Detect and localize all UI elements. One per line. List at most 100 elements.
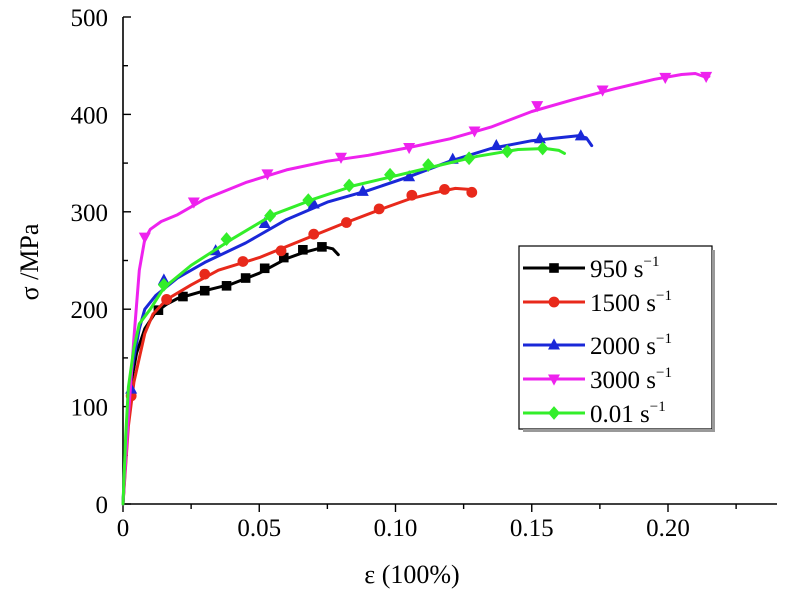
legend-entry-1: 950 s−1 bbox=[523, 254, 659, 283]
data-point bbox=[264, 208, 277, 223]
data-point bbox=[373, 203, 385, 215]
data-point bbox=[237, 256, 249, 267]
legend-label-exponent: −1 bbox=[656, 365, 672, 381]
x-tick-label: 0.05 bbox=[237, 515, 281, 542]
data-point bbox=[157, 277, 170, 292]
series-line bbox=[121, 134, 594, 506]
data-point bbox=[403, 170, 416, 182]
axis-ticks bbox=[122, 16, 737, 512]
legend-label-exponent: −1 bbox=[656, 331, 672, 347]
data-point bbox=[161, 294, 173, 305]
x-tick-label: 0.15 bbox=[510, 515, 554, 542]
x-tick-label: 0.10 bbox=[374, 515, 418, 542]
legend-box bbox=[518, 245, 713, 430]
legend-shadow-bottom bbox=[523, 429, 715, 432]
data-point bbox=[574, 129, 587, 141]
series-5 bbox=[121, 141, 566, 506]
legend-shadow-right bbox=[712, 250, 715, 431]
data-point bbox=[240, 273, 251, 283]
data-point bbox=[343, 178, 356, 193]
series-4 bbox=[121, 71, 713, 506]
data-point bbox=[468, 126, 481, 138]
legend-label-main: 950 s bbox=[590, 256, 643, 283]
data-point bbox=[221, 281, 232, 291]
data-point bbox=[302, 193, 315, 208]
data-point bbox=[138, 232, 151, 244]
data-point bbox=[178, 291, 188, 302]
x-tick-label: 0 bbox=[117, 515, 130, 542]
legend-marker bbox=[548, 338, 560, 350]
legend-label-exponent: −1 bbox=[643, 254, 659, 270]
data-point bbox=[308, 228, 320, 240]
data-point bbox=[403, 143, 416, 155]
series-line bbox=[121, 186, 476, 506]
data-point bbox=[258, 216, 271, 228]
tick-labels: 0 100 200 300 400 500 0 0.05 0.10 0.15 0.20 bbox=[71, 5, 690, 542]
data-point bbox=[700, 71, 713, 84]
data-point bbox=[187, 197, 200, 209]
data-point bbox=[490, 138, 503, 151]
data-point bbox=[341, 217, 352, 228]
data-point bbox=[406, 189, 418, 201]
legend-label: 1500 s−1 bbox=[590, 288, 672, 317]
data-point bbox=[531, 101, 544, 113]
legend-label-main: 0.01 s bbox=[590, 401, 650, 428]
series-layer bbox=[121, 71, 713, 506]
data-point bbox=[384, 167, 397, 182]
data-point bbox=[596, 85, 609, 97]
y-tick-label: 300 bbox=[71, 200, 109, 227]
legend-label-exponent: −1 bbox=[650, 399, 666, 415]
y-axis-title: σ /MPa bbox=[15, 223, 44, 300]
legend-entry-5: 0.01 s−1 bbox=[523, 399, 666, 428]
legend-marker bbox=[549, 263, 559, 273]
series-line bbox=[121, 147, 566, 506]
y-tick-label: 200 bbox=[71, 297, 109, 324]
data-point bbox=[335, 152, 347, 164]
legend-entry-3: 2000 s−1 bbox=[523, 331, 672, 360]
legend-label-exponent: −1 bbox=[656, 288, 672, 304]
legend-label-main: 2000 s bbox=[590, 333, 656, 360]
x-axis-title: ε (100%) bbox=[364, 560, 459, 589]
data-point bbox=[463, 151, 476, 166]
legend-label: 2000 s−1 bbox=[590, 331, 672, 360]
legend-marker bbox=[548, 406, 560, 420]
legend-label-main: 3000 s bbox=[590, 367, 656, 394]
data-point bbox=[220, 232, 233, 246]
data-point bbox=[259, 263, 270, 274]
series-line bbox=[121, 72, 711, 506]
data-point bbox=[356, 184, 369, 196]
data-point bbox=[422, 158, 435, 172]
data-point bbox=[298, 244, 308, 255]
legend-label: 950 s−1 bbox=[590, 254, 659, 283]
legend-label: 3000 s−1 bbox=[590, 365, 672, 394]
data-point bbox=[275, 245, 287, 257]
data-point bbox=[536, 141, 549, 156]
y-tick-label: 500 bbox=[71, 5, 109, 32]
x-tick-label: 0.20 bbox=[646, 515, 690, 542]
series-2 bbox=[121, 183, 478, 506]
data-point bbox=[659, 72, 672, 84]
legend-label-main: 1500 s bbox=[590, 290, 656, 317]
data-point bbox=[533, 132, 546, 144]
legend-entry-2: 1500 s−1 bbox=[523, 288, 672, 317]
legend-label: 0.01 s−1 bbox=[590, 399, 666, 428]
data-point bbox=[307, 197, 320, 209]
data-point bbox=[317, 242, 327, 252]
data-point bbox=[261, 169, 274, 181]
data-point bbox=[439, 183, 450, 195]
y-tick-label: 0 bbox=[96, 492, 109, 519]
data-point bbox=[501, 144, 514, 159]
legend-marker bbox=[548, 296, 560, 308]
y-tick-label: 100 bbox=[71, 395, 109, 422]
legend-marker bbox=[548, 374, 560, 386]
y-tick-label: 400 bbox=[71, 102, 109, 129]
data-point bbox=[278, 252, 289, 263]
legend-entry-4: 3000 s−1 bbox=[523, 365, 672, 394]
data-point bbox=[199, 268, 211, 280]
data-point bbox=[466, 186, 478, 198]
data-point bbox=[199, 285, 210, 296]
series-1 bbox=[121, 242, 340, 506]
